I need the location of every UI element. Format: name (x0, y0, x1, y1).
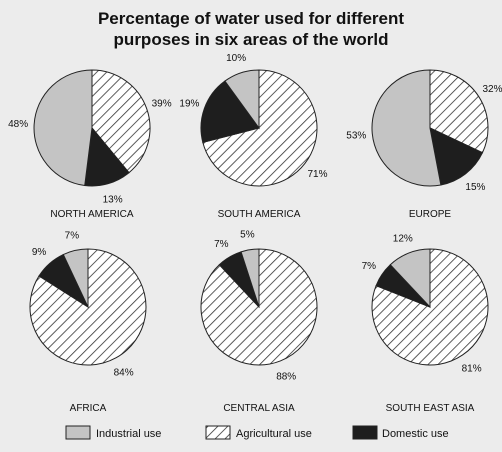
label-south-east-asia-domestic-use: 7% (362, 261, 377, 272)
region-label-south-east-asia: SOUTH EAST ASIA (386, 403, 475, 414)
slice-south-east-asia-industrial-use (389, 248, 431, 309)
label-central-asia-industrial-use: 5% (240, 229, 255, 240)
label-africa-domestic-use: 9% (32, 247, 47, 258)
region-label-europe: EUROPE (409, 209, 452, 220)
label-europe-agricultural-use: 32% (482, 84, 502, 95)
label-south-east-asia-industrial-use: 12% (393, 234, 413, 245)
label-africa-agricultural-use: 84% (114, 367, 134, 378)
chart-title-line-2: purposes in six areas of the world (114, 30, 389, 49)
slice-south-america-agricultural-use (202, 69, 318, 187)
pie-south-east-asia: 81% 7% 12% SOUTH EAST ASIA (362, 234, 489, 414)
slice-south-america-domestic-use (200, 80, 260, 144)
label-north-america-agricultural-use: 39% (152, 98, 172, 109)
pie-central-asia: 88% 7% 5% CENTRAL ASIA (200, 229, 318, 414)
legend-label-domestic: Domestic use (382, 428, 449, 440)
legend: Industrial use Agricultural use Domestic… (65, 425, 449, 440)
pie-africa: 84% 9% 7% AFRICA (29, 230, 147, 414)
legend-swatch-agricultural (205, 425, 231, 440)
label-south-east-asia-agricultural-use: 81% (462, 364, 482, 375)
region-label-north-america: NORTH AMERICA (50, 209, 133, 220)
slice-europe-domestic-use (429, 127, 484, 186)
legend-swatch-industrial (65, 425, 91, 440)
region-label-south-america: SOUTH AMERICA (218, 209, 301, 220)
label-central-asia-agricultural-use: 88% (276, 371, 296, 382)
label-central-asia-domestic-use: 7% (214, 239, 229, 250)
label-north-america-domestic-use: 13% (103, 195, 123, 206)
label-south-america-domestic-use: 19% (179, 98, 199, 109)
label-north-america-industrial-use: 48% (8, 119, 28, 130)
label-south-america-agricultural-use: 71% (307, 169, 327, 180)
pie-grid: 39% 13% 48% NORTH AMERICA 71% 19% 10% SOUTH AME… (8, 53, 502, 414)
region-label-central-asia: CENTRAL ASIA (223, 403, 295, 414)
legend-label-industrial: Industrial use (96, 428, 161, 440)
chart-title-line-1: Percentage of water used for different (98, 9, 404, 28)
region-label-africa: AFRICA (70, 403, 107, 414)
label-south-america-industrial-use: 10% (226, 53, 246, 64)
slice-north-america-agricultural-use (91, 69, 151, 174)
legend-swatch-domestic (352, 425, 378, 440)
label-africa-industrial-use: 7% (65, 230, 80, 241)
label-europe-industrial-use: 53% (346, 131, 366, 142)
slice-europe-industrial-use (371, 69, 442, 187)
slice-south-america-industrial-use (224, 69, 260, 130)
slice-africa-industrial-use (62, 248, 89, 308)
pie-europe: 32% 15% 53% EUROPE (346, 69, 502, 220)
slice-north-america-industrial-use (33, 69, 93, 187)
slice-central-asia-industrial-use (240, 248, 260, 308)
legend-label-agricultural: Agricultural use (236, 428, 312, 440)
pie-north-america: 39% 13% 48% NORTH AMERICA (8, 69, 172, 220)
pie-south-america: 71% 19% 10% SOUTH AMERICA (179, 53, 327, 220)
slice-europe-agricultural-use (429, 69, 489, 154)
label-europe-domestic-use: 15% (465, 182, 485, 193)
